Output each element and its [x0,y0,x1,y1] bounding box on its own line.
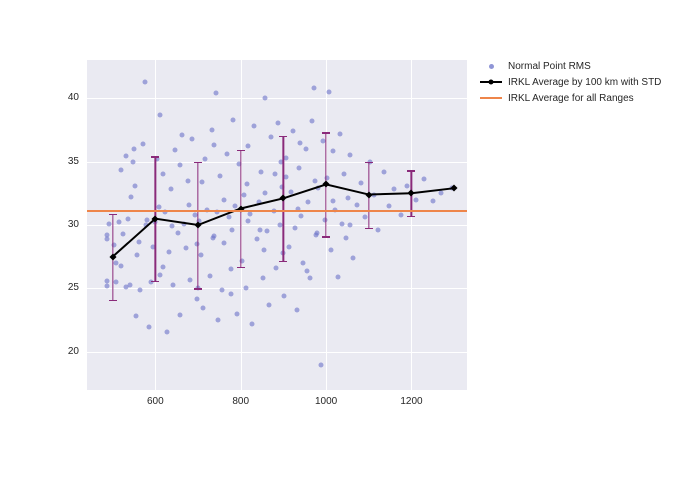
legend: Normal Point RMS IRKL Average by 100 km w… [480,58,661,106]
overall-average-line [87,210,467,212]
plot-area [87,60,467,390]
legend-item: IRKL Average by 100 km with STD [480,74,661,90]
line-marker-icon [480,81,502,83]
legend-label: Normal Point RMS [508,61,591,72]
binned-line [87,60,467,390]
x-tick-label: 1200 [400,396,422,407]
legend-label: IRKL Average by 100 km with STD [508,77,661,88]
x-tick-label: 1000 [315,396,337,407]
legend-swatch [480,64,502,69]
line-icon [480,97,502,99]
legend-swatch [480,81,502,83]
legend-label: IRKL Average for all Ranges [508,93,634,104]
legend-item: IRKL Average for all Ranges [480,90,661,106]
scatter-icon [489,64,494,69]
x-tick-label: 600 [147,396,164,407]
chart-container: 600800100012002025303540Normal Point RMS… [0,0,700,500]
x-tick-label: 800 [232,396,249,407]
legend-swatch [480,97,502,99]
legend-item: Normal Point RMS [480,58,661,74]
